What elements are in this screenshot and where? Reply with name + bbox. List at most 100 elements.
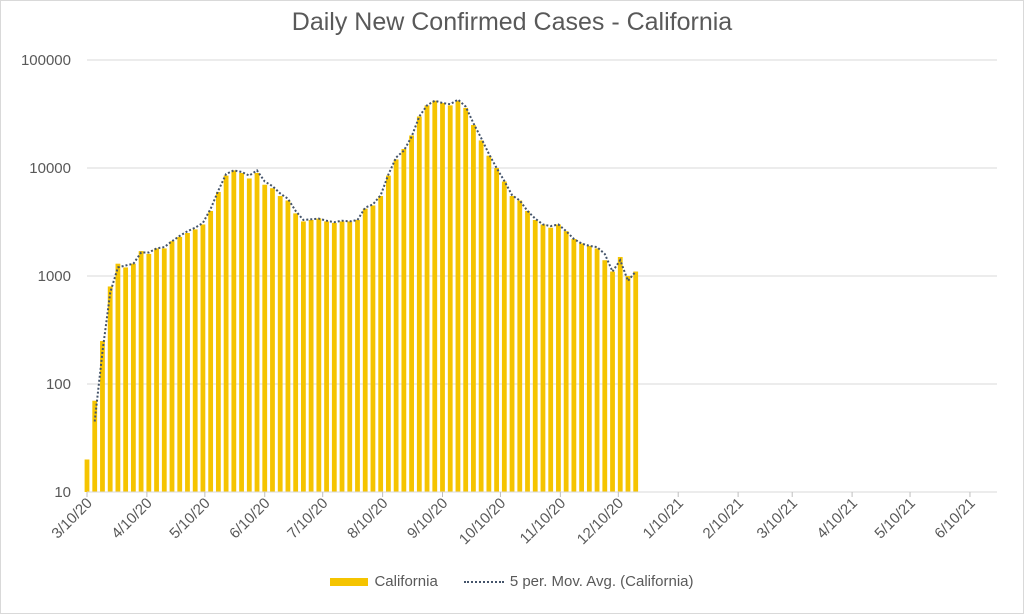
bar [324,221,329,493]
bar [633,271,639,492]
bar [185,233,190,493]
bar [154,248,159,492]
bar [362,208,368,492]
bar [355,220,360,492]
y-tick-label: 10000 [29,160,71,177]
bar [416,116,422,493]
x-tick-label: 3/10/20 [48,495,95,542]
x-tick-label: 7/10/20 [284,495,331,542]
bar [471,125,476,493]
x-tick-label: 10/10/20 [456,495,509,548]
y-axis-ticks: 10 100 1000 10000 100000 [21,52,71,501]
legend-item-moving-average: 5 per. Mov. Avg. (California) [463,573,694,590]
bar [123,267,129,492]
bar [115,263,121,492]
bar [556,224,561,493]
bar [594,248,600,492]
x-tick-label: 12/10/20 [574,495,627,548]
bar [548,227,554,492]
bar [200,224,206,493]
x-tick-label: 4/10/20 [108,495,155,542]
x-tick-label: 8/10/20 [344,495,391,542]
x-tick-label: 6/10/20 [226,495,273,542]
bar [146,253,152,492]
bar [285,200,291,493]
bar [586,245,592,492]
chart-title: Daily New Confirmed Cases - California [291,8,733,36]
bar [525,210,530,492]
bar [378,196,384,492]
bar [192,229,198,492]
bar [138,251,144,492]
bar [602,260,608,492]
bar [161,248,167,492]
bar [486,155,492,492]
legend-swatch-line [463,580,504,583]
bar [130,263,136,492]
x-tick-label: 2/10/21 [700,495,747,542]
bar [579,243,585,492]
x-tick-label: 5/10/21 [871,495,918,542]
bar [432,100,438,492]
bar [370,205,376,492]
bar [169,241,175,492]
legend-swatch-bar [330,577,369,586]
bar [455,100,461,492]
bar [208,210,214,492]
bar [84,459,90,492]
bar [293,213,299,493]
bar [316,218,322,492]
bar [270,188,275,492]
bar [494,168,499,492]
y-tick-label: 100000 [21,52,71,69]
bar [254,172,260,492]
bar [401,148,407,492]
bar-series-california [84,100,639,493]
bar [625,276,631,492]
bar [540,224,546,493]
bar [262,184,268,492]
legend: California 5 per. Mov. Avg. (California) [0,573,1024,590]
bar [246,178,252,492]
bar [92,400,98,492]
bar [331,222,337,493]
bar [347,221,353,493]
x-tick-label: 1/10/21 [640,495,687,542]
bar [231,170,237,492]
bar [532,220,538,492]
bar [107,286,113,492]
bar [509,196,515,492]
bar [409,135,414,492]
legend-label-california: California [374,573,438,590]
bar [308,220,314,492]
bar [177,236,183,492]
bar [478,140,484,492]
x-tick-label: 6/10/21 [931,495,978,542]
bar [517,200,523,493]
x-tick-label: 5/10/20 [166,495,213,542]
bar [277,196,283,492]
bar [300,221,306,493]
bar [100,341,105,492]
bar [393,159,399,492]
bar [239,172,244,492]
bar [617,256,623,492]
y-tick-label: 1000 [38,268,71,285]
bar [339,221,345,493]
x-axis-ticks: 3/10/20 4/10/20 5/10/20 6/10/20 7/10/20 8/10/… [48,492,979,548]
bar [501,181,507,492]
legend-item-california: California [330,573,438,590]
x-tick-label: 11/10/20 [517,495,570,548]
bar [563,231,569,493]
x-tick-label: 4/10/21 [814,495,861,542]
bar [571,239,577,492]
bar [223,175,229,493]
x-tick-label: 3/10/21 [754,495,801,542]
x-tick-label: 9/10/20 [404,495,451,542]
y-tick-label: 100 [46,376,71,393]
bar [447,105,453,493]
legend-label-moving-average: 5 per. Mov. Avg. (California) [509,573,694,590]
bar [215,191,221,493]
bar [440,102,445,492]
